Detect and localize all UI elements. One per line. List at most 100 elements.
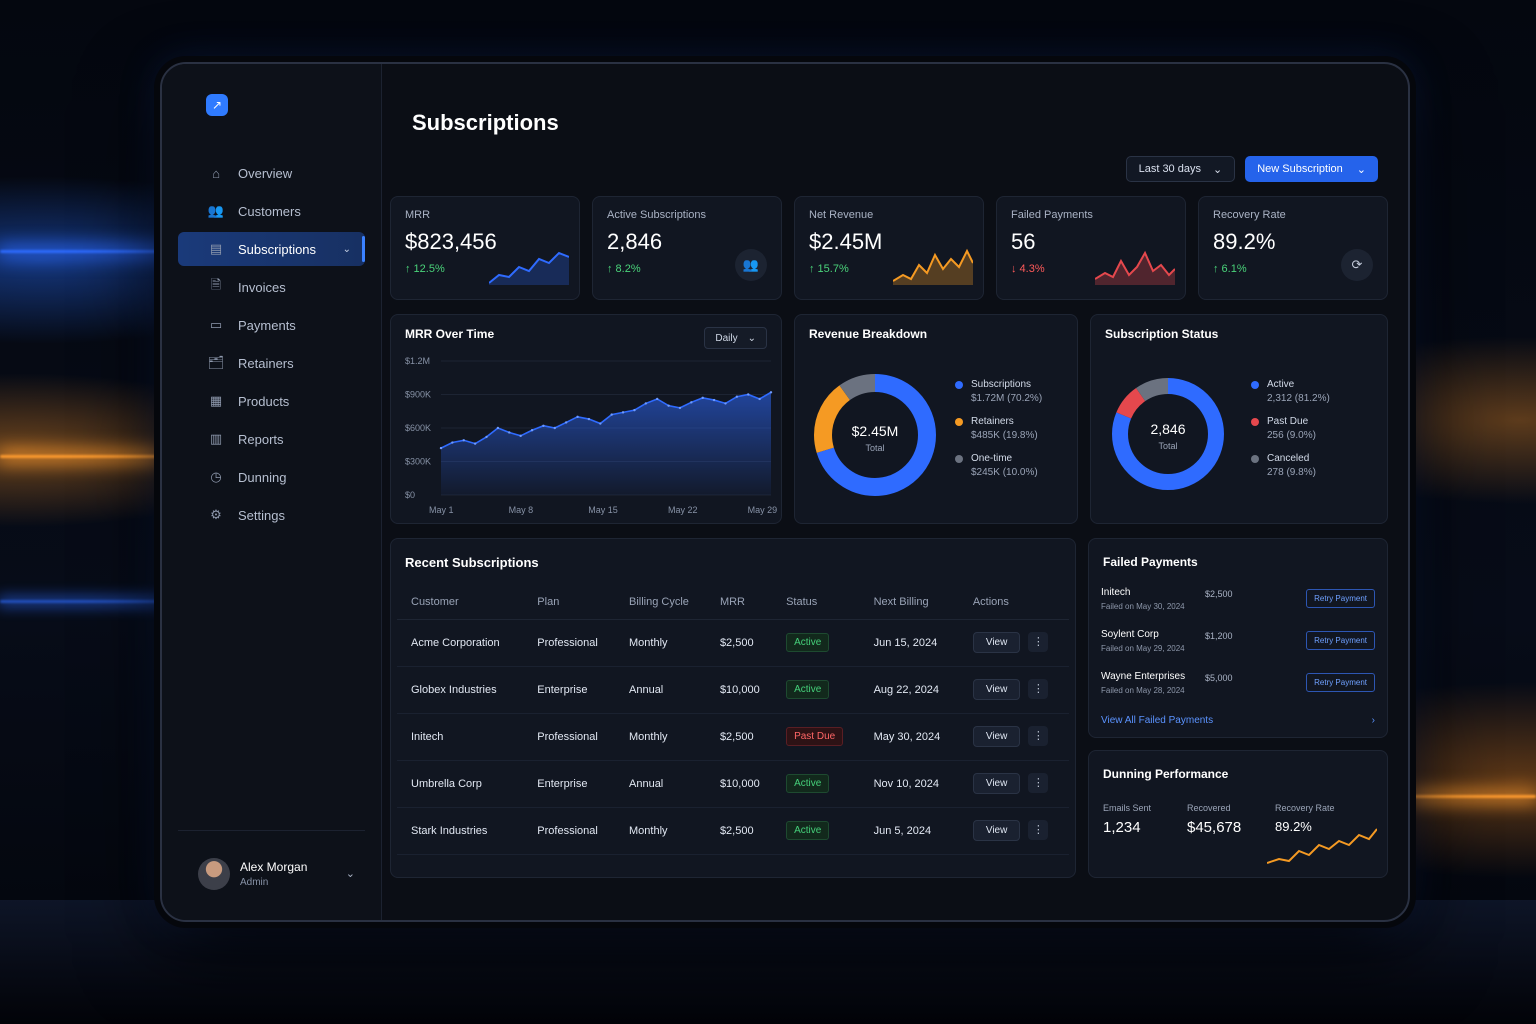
sidebar-item-reports[interactable]: ▥ Reports: [178, 422, 365, 456]
view-button[interactable]: View: [972, 820, 1021, 841]
donut-slice-retainers[interactable]: [814, 374, 936, 496]
revenue-donut-chart: [814, 374, 936, 496]
table-row[interactable]: Acme Corporation Professional Monthly $2…: [397, 619, 1069, 667]
mrr-data-point[interactable]: [451, 441, 454, 444]
column-header[interactable]: Customer: [397, 585, 524, 620]
mrr-cell: $10,000: [705, 760, 773, 808]
mrr-data-point[interactable]: [712, 398, 716, 402]
mrr-data-point[interactable]: [656, 397, 659, 401]
sidebar-item-products[interactable]: ▦ Products: [178, 384, 365, 418]
mrr-data-point[interactable]: [667, 404, 670, 407]
plan-cell: Enterprise: [523, 666, 615, 714]
column-header[interactable]: Actions: [958, 585, 1069, 620]
sidebar-item-dunning[interactable]: ◷ Dunning: [178, 460, 365, 494]
user-profile[interactable]: Alex Morgan Admin ⌄: [178, 830, 365, 890]
mrr-data-point[interactable]: [564, 421, 568, 424]
granularity-select[interactable]: Daily ⌄: [704, 327, 767, 349]
sidebar-item-overview[interactable]: ⌂ Overview: [178, 156, 365, 190]
mrr-data-point[interactable]: [462, 439, 465, 442]
donut-slice-canceled[interactable]: [1112, 378, 1224, 490]
mrr-data-point[interactable]: [439, 446, 443, 450]
donut-center-value: $2.45M: [851, 423, 899, 439]
retry-payment-button[interactable]: Retry Payment: [1306, 631, 1375, 650]
retry-payment-button[interactable]: Retry Payment: [1306, 589, 1375, 608]
kpi-delta: ↑ 8.2%: [607, 263, 641, 275]
mrr-data-point[interactable]: [644, 402, 648, 405]
mrr-data-point[interactable]: [530, 429, 534, 432]
new-subscription-button[interactable]: New Subscription ⌄: [1245, 156, 1378, 182]
sidebar-item-payments[interactable]: ▭ Payments: [178, 308, 365, 342]
kpi-card-recovery-rate[interactable]: Recovery Rate 89.2% ↑ 6.1% ⟳: [1198, 196, 1388, 300]
table-row[interactable]: Initech Professional Monthly $2,500 Past…: [397, 713, 1069, 761]
panel-title: Subscription Status: [1105, 327, 1219, 341]
mrr-data-point[interactable]: [576, 415, 579, 419]
chevron-down-icon[interactable]: ⌄: [345, 868, 355, 880]
mrr-data-point[interactable]: [769, 391, 773, 394]
kpi-card-failed-payments[interactable]: Failed Payments 56 ↓ 4.3%: [996, 196, 1186, 300]
y-tick-label: $0: [405, 490, 415, 500]
mrr-data-point[interactable]: [485, 435, 488, 439]
mrr-data-point[interactable]: [758, 397, 761, 401]
mrr-data-point[interactable]: [542, 424, 545, 427]
mrr-data-point[interactable]: [508, 431, 511, 434]
mrr-data-point[interactable]: [496, 426, 500, 430]
legend-value: 278 (9.8%): [1267, 467, 1316, 478]
view-all-failed-link[interactable]: View All Failed Payments: [1101, 715, 1214, 726]
mrr-data-point[interactable]: [519, 434, 522, 438]
mrr-data-point[interactable]: [633, 408, 636, 412]
chevron-down-icon: ⌄: [1212, 163, 1223, 176]
mrr-data-point[interactable]: [735, 395, 739, 398]
mrr-data-point[interactable]: [678, 406, 682, 410]
mrr-data-point[interactable]: [473, 442, 477, 445]
mrr-data-point[interactable]: [553, 426, 556, 430]
sidebar-item-subscriptions[interactable]: ▤ Subscriptions ⌄: [178, 232, 365, 266]
x-tick-label: May 1: [429, 505, 454, 515]
more-options-icon[interactable]: ⋮: [1028, 679, 1049, 699]
column-header[interactable]: Next Billing: [859, 585, 959, 620]
mrr-data-point[interactable]: [701, 396, 704, 400]
kpi-card-active-subscriptions[interactable]: Active Subscriptions 2,846 ↑ 8.2% 👥: [592, 196, 782, 300]
mrr-data-point[interactable]: [690, 401, 693, 404]
more-options-icon[interactable]: ⋮: [1028, 773, 1049, 793]
app-logo-icon[interactable]: ↗: [206, 94, 228, 116]
clock-icon: ◷: [210, 469, 222, 484]
recovery-rate-label: Recovery Rate: [1275, 803, 1335, 813]
mrr-data-point[interactable]: [747, 393, 750, 396]
view-button[interactable]: View: [972, 632, 1021, 653]
mrr-data-point[interactable]: [621, 411, 625, 414]
failed-payment-row: Initech Failed on May 30, 2024 $2,500 Re…: [1101, 587, 1375, 627]
failed-payment-row: Soylent Corp Failed on May 29, 2024 $1,2…: [1101, 629, 1375, 669]
table-row[interactable]: Stark Industries Professional Monthly $2…: [397, 807, 1069, 855]
more-options-icon[interactable]: ⋮: [1028, 632, 1049, 652]
mrr-data-point[interactable]: [610, 413, 613, 416]
mrr-data-point[interactable]: [724, 402, 727, 405]
view-button[interactable]: View: [972, 679, 1021, 700]
more-options-icon[interactable]: ⋮: [1028, 726, 1049, 746]
mrr-series-line[interactable]: [440, 391, 772, 449]
sidebar-item-settings[interactable]: ⚙ Settings: [178, 498, 365, 532]
sidebar-item-customers[interactable]: 👥 Customers: [178, 194, 365, 228]
view-button[interactable]: View: [972, 773, 1021, 794]
retry-payment-button[interactable]: Retry Payment: [1306, 673, 1375, 692]
kpi-card-net-revenue[interactable]: Net Revenue $2.45M ↑ 15.7%: [794, 196, 984, 300]
column-header[interactable]: Status: [772, 585, 860, 620]
table-row[interactable]: Globex Industries Enterprise Annual $10,…: [397, 666, 1069, 714]
mrr-data-point[interactable]: [599, 422, 602, 425]
view-button[interactable]: View: [972, 726, 1021, 747]
mrr-data-point[interactable]: [587, 417, 591, 421]
sidebar-item-retainers[interactable]: 🗂 Retainers: [178, 346, 365, 380]
date-range-select[interactable]: Last 30 days ⌄: [1125, 156, 1236, 182]
legend-label: Canceled: [1267, 453, 1310, 464]
sidebar-item-invoices[interactable]: 🗎 Invoices: [178, 270, 365, 304]
legend-value: 2,312 (81.2%): [1267, 393, 1330, 404]
donut-slice-one-time[interactable]: [814, 374, 936, 496]
table-row[interactable]: Umbrella Corp Enterprise Annual $10,000 …: [397, 760, 1069, 808]
status-cell: Active: [772, 666, 860, 714]
more-options-icon[interactable]: ⋮: [1028, 820, 1049, 840]
kpi-label: Recovery Rate: [1213, 209, 1286, 221]
kpi-card-mrr[interactable]: MRR $823,456 ↑ 12.5%: [390, 196, 580, 300]
chevron-right-icon[interactable]: ›: [1371, 715, 1375, 726]
column-header[interactable]: MRR: [705, 585, 773, 620]
column-header[interactable]: Plan: [523, 585, 615, 620]
column-header[interactable]: Billing Cycle: [615, 585, 706, 620]
